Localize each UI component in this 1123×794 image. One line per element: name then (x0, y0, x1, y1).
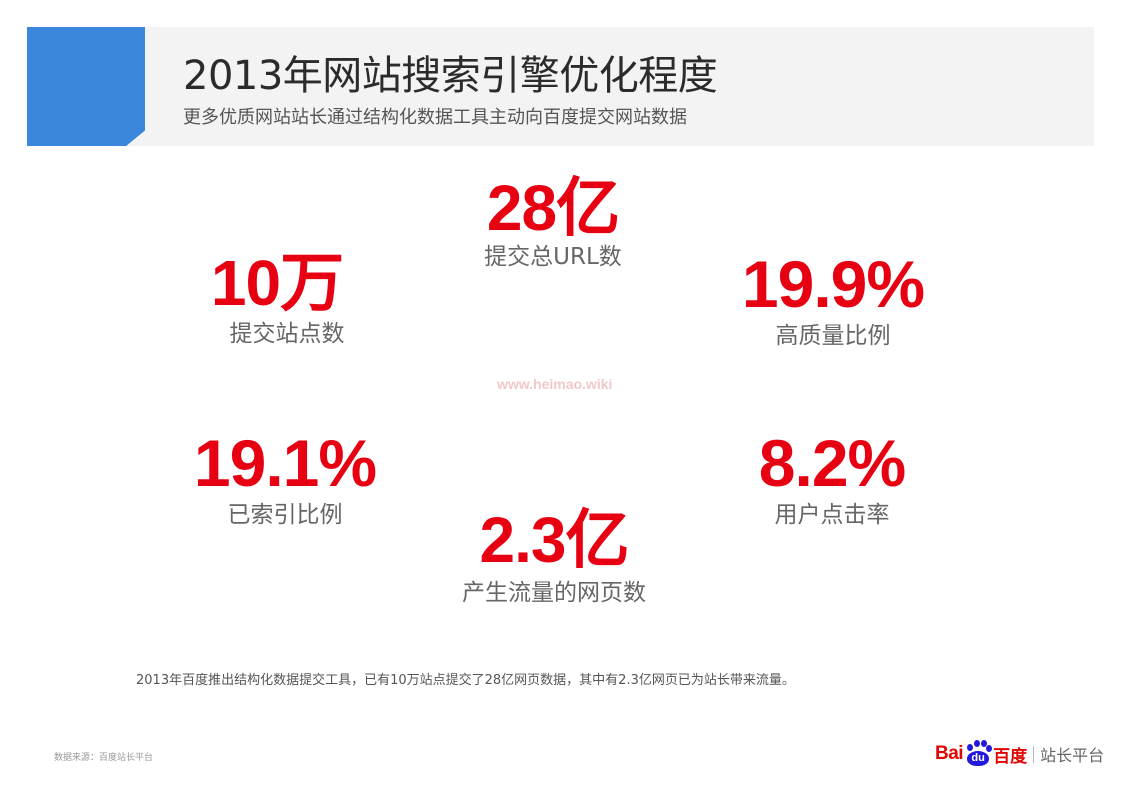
stat-value: 10万 (210, 247, 344, 319)
stat-value: 19.1% (193, 426, 377, 500)
stat-total-urls: 28亿 提交总URL数 (484, 176, 622, 272)
stat-high-quality: 19.9% 高质量比例 (741, 247, 925, 351)
logo-divider (1033, 745, 1035, 763)
stat-value: 19.9% (741, 247, 925, 321)
source-note: 数据来源：百度站长平台 (54, 753, 154, 763)
header-accent-block (27, 27, 145, 146)
page-title: 2013年网站搜索引擎优化程度 (183, 53, 718, 99)
logo-paw-text: du (967, 751, 990, 766)
stat-value: 2.3亿 (479, 504, 630, 576)
stat-sites: 10万 提交站点数 (210, 251, 345, 349)
watermark: www.heimao.wiki (497, 376, 613, 392)
header-band: 2013年网站搜索引擎优化程度 更多优质网站站长通过结构化数据工具主动向百度提交… (27, 27, 1094, 146)
page-subtitle: 更多优质网站站长通过结构化数据工具主动向百度提交网站数据 (183, 107, 687, 128)
stat-label: 产生流量的网页数 (462, 580, 646, 606)
stat-ctr: 8.2% 用户点击率 (758, 426, 906, 530)
logo-bai-text: Bai (935, 743, 964, 764)
stat-label: 提交总URL数 (484, 244, 622, 270)
stat-value: 28亿 (486, 172, 620, 244)
stat-label: 已索引比例 (227, 502, 343, 528)
stat-indexed: 19.1% 已索引比例 (193, 426, 377, 530)
logo-baidu-cn: 百度 (993, 746, 1028, 767)
stat-value: 8.2% (758, 426, 906, 500)
baidu-paw-icon: du (964, 740, 993, 768)
stat-traffic-pages: 2.3亿 产生流量的网页数 (462, 508, 646, 608)
stat-label: 用户点击率 (774, 502, 890, 528)
baidu-webmaster-logo: Bai du 百度 站长平台 (935, 737, 1104, 771)
summary-text: 2013年百度推出结构化数据提交工具，已有10万站点提交了28亿网页数据，其中有… (136, 673, 795, 688)
logo-platform-text: 站长平台 (1040, 746, 1105, 765)
stat-label: 高质量比例 (775, 323, 891, 349)
stat-label: 提交站点数 (229, 321, 345, 347)
